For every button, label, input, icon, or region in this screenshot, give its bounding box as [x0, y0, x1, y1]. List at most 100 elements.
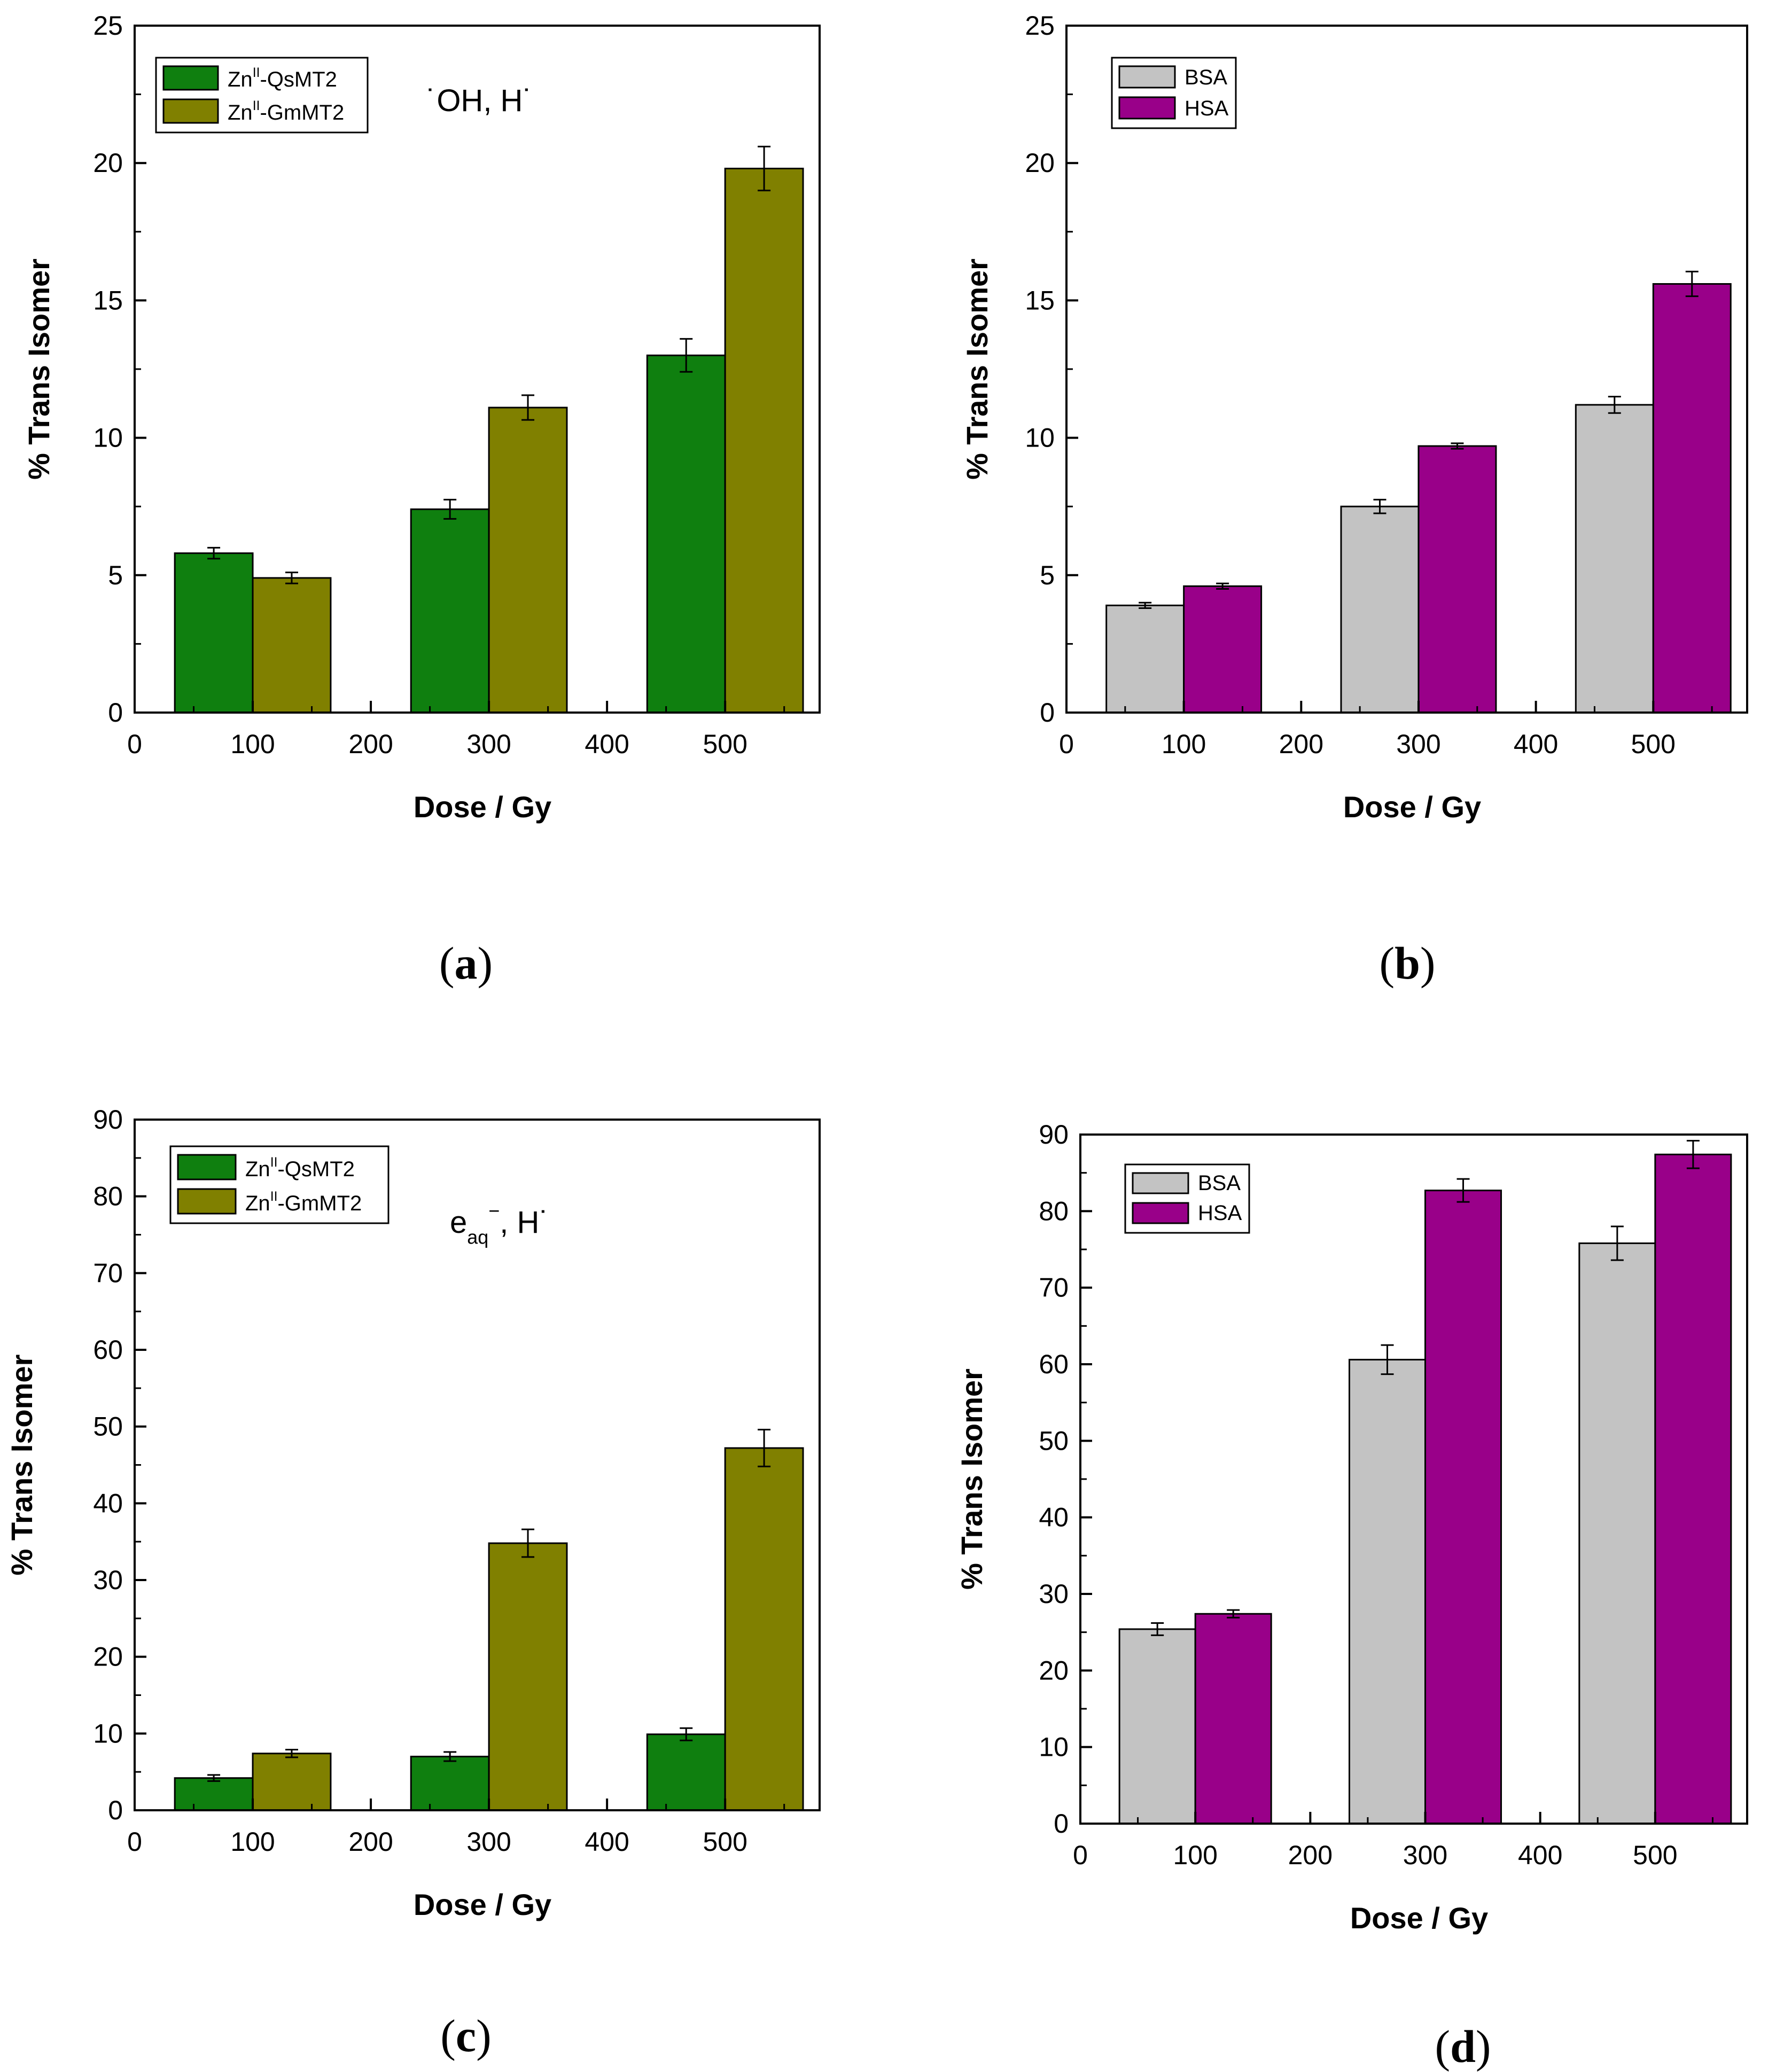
y-tick-label: 80 [1039, 1196, 1069, 1226]
x-axis-title: Dose / Gy [1343, 790, 1481, 824]
legend-entry: HSA [1198, 1201, 1242, 1225]
x-tick-label: 400 [585, 1827, 629, 1857]
panel-label: (a) [439, 937, 493, 989]
x-tick-label: 100 [1162, 729, 1206, 759]
x-tick-label: 400 [1518, 1840, 1562, 1870]
y-tick-label: 90 [1039, 1120, 1069, 1150]
legend-entry: HSA [1185, 97, 1229, 120]
bar [252, 577, 332, 714]
x-tick-label: 200 [1288, 1840, 1333, 1870]
legend-swatch [1118, 65, 1176, 89]
panel-label: (b) [1379, 937, 1435, 989]
chart-panel-d: 0 10 20 30 40 50 60 70 80 90 0 100 200 300 400 500 Dose … [955, 1120, 1748, 2072]
y-tick-label: 0 [1040, 698, 1055, 728]
x-tick-label: 300 [1396, 729, 1440, 759]
legend-swatch [177, 1188, 237, 1215]
y-axis-title: % Trans Isomer [5, 1355, 38, 1576]
y-tick-label: 10 [1025, 423, 1055, 453]
bar [724, 1447, 804, 1811]
y-tick-label: 10 [1039, 1732, 1069, 1762]
y-tick-label: 15 [1025, 285, 1055, 315]
bar [1654, 1153, 1732, 1825]
y-tick-label: 0 [108, 1795, 123, 1825]
legend-swatch [177, 1154, 237, 1180]
y-tick-label: 40 [1039, 1503, 1069, 1533]
x-tick-label: 0 [127, 729, 142, 759]
y-tick-label: 20 [1039, 1655, 1069, 1685]
bar [1578, 1242, 1656, 1825]
y-tick-label: 25 [93, 11, 123, 41]
chart-panel-b: 0 5 10 15 20 25 0 100 200 300 400 500 Dose / Gy % Tra… [960, 11, 1748, 989]
bar [488, 1542, 568, 1811]
y-tick-label: 30 [1039, 1579, 1069, 1609]
x-tick-label: 200 [348, 729, 393, 759]
bar [1105, 604, 1185, 714]
legend-swatch [162, 65, 219, 91]
y-tick-label: 80 [93, 1182, 123, 1211]
x-tick-label: 500 [1631, 729, 1676, 759]
y-tick-label: 70 [93, 1258, 123, 1288]
x-tick-label: 300 [1403, 1840, 1447, 1870]
x-tick-label: 500 [1633, 1840, 1677, 1870]
x-axis-title: Dose / Gy [414, 790, 551, 824]
bar [410, 508, 490, 714]
bar [1417, 445, 1497, 714]
legend-swatch [162, 98, 219, 124]
bar [1118, 1628, 1196, 1825]
legend-entry: BSA [1198, 1171, 1241, 1195]
bar [252, 1753, 332, 1811]
legend-swatch [1118, 96, 1176, 120]
bar [1575, 404, 1654, 714]
x-tick-label: 0 [1073, 1840, 1088, 1870]
chart-panel-a: 0 5 10 15 20 25 0 100 200 300 400 500 Dose / Gy % Tra… [22, 11, 821, 989]
bar [488, 406, 568, 714]
bar [410, 1755, 490, 1811]
x-tick-label: 0 [1059, 729, 1074, 759]
y-tick-label: 10 [93, 423, 123, 453]
bar [646, 354, 726, 714]
y-tick-label: 40 [93, 1488, 123, 1518]
y-tick-label: 0 [1054, 1809, 1069, 1839]
x-tick-label: 400 [585, 729, 629, 759]
y-tick-label: 60 [93, 1335, 123, 1365]
panel-label: (d) [1435, 2021, 1491, 2072]
y-tick-label: 15 [93, 285, 123, 315]
bar [1349, 1358, 1427, 1825]
legend-entry: ZnII-GmMT2 [228, 99, 344, 124]
x-tick-label: 100 [230, 1827, 275, 1857]
bar [1424, 1190, 1502, 1825]
x-axis-title: Dose / Gy [1350, 1901, 1488, 1935]
y-tick-label: 70 [1039, 1273, 1069, 1303]
radical-annotation: eaq−, H˙ [450, 1200, 550, 1248]
legend-entry: ZnII-GmMT2 [245, 1190, 362, 1215]
y-tick-label: 60 [1039, 1349, 1069, 1379]
legend-entry: BSA [1185, 66, 1227, 89]
x-tick-label: 400 [1514, 729, 1558, 759]
x-tick-label: 100 [1173, 1840, 1217, 1870]
bar [174, 552, 254, 714]
bar [1194, 1613, 1272, 1825]
y-tick-label: 50 [1039, 1426, 1069, 1456]
bar [724, 167, 804, 714]
x-tick-label: 100 [230, 729, 275, 759]
x-tick-label: 300 [466, 1827, 511, 1857]
y-tick-label: 90 [93, 1105, 123, 1135]
y-tick-label: 50 [93, 1412, 123, 1442]
x-tick-label: 200 [348, 1827, 393, 1857]
bar [1183, 585, 1263, 714]
x-tick-label: 0 [127, 1827, 142, 1857]
bar [646, 1733, 726, 1811]
y-tick-label: 20 [93, 1642, 123, 1672]
chart-panel-c: 0 10 20 30 40 50 60 70 80 90 0 100 200 300 400 500 Dose … [5, 1105, 821, 2061]
x-tick-label: 500 [703, 1827, 747, 1857]
y-tick-label: 5 [1040, 560, 1055, 590]
panel-label: (c) [440, 2010, 491, 2061]
x-tick-label: 300 [466, 729, 511, 759]
bar [174, 1777, 254, 1811]
legend-swatch [1132, 1202, 1189, 1224]
y-tick-label: 0 [108, 698, 123, 728]
x-axis-title: Dose / Gy [414, 1888, 551, 1921]
legend-entry: ZnII-QsMT2 [228, 66, 337, 91]
y-tick-label: 20 [93, 148, 123, 178]
